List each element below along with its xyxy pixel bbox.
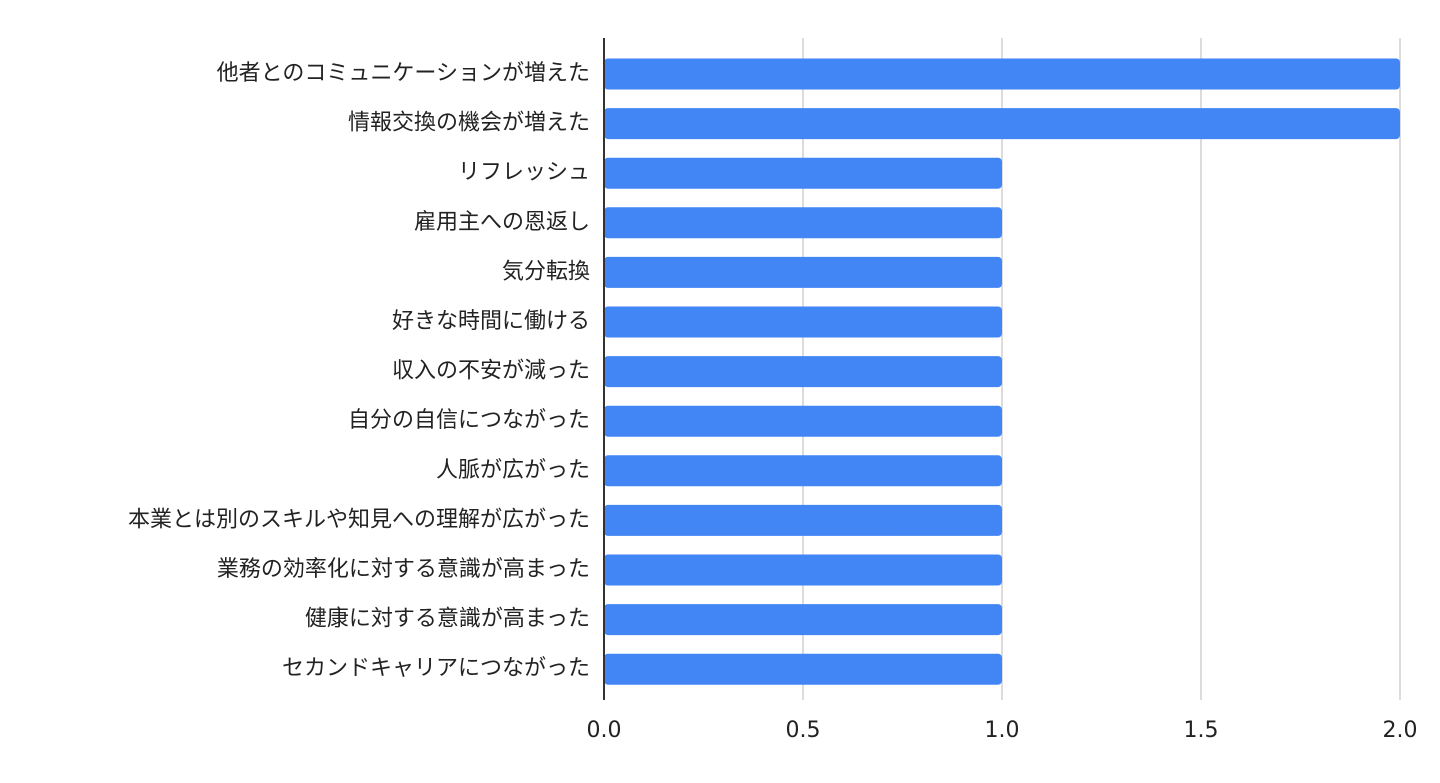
category-label: 人脈が広がった [436, 458, 590, 483]
bar [604, 207, 1002, 239]
bars [604, 58, 1400, 685]
bar [604, 356, 1002, 388]
category-label: 気分転換 [502, 259, 590, 284]
bar [604, 157, 1002, 189]
bar [604, 256, 1002, 288]
x-tick-label: 2.0 [1383, 718, 1418, 743]
category-label: 情報交換の機会が増えた [348, 111, 590, 136]
category-label: 業務の効率化に対する意識が高まった [217, 557, 590, 582]
category-label: 自分の自信につながった [348, 408, 590, 433]
x-tick-label: 0.0 [587, 718, 622, 743]
category-label: セカンドキャリアにつながった [282, 656, 590, 681]
bar [604, 108, 1400, 140]
x-tick-label: 1.5 [1184, 718, 1219, 743]
category-label: リフレッシュ [458, 160, 590, 185]
bar [604, 306, 1002, 338]
category-label: 収入の不安が減った [392, 359, 590, 384]
category-label: 本業とは別のスキルや知見への理解が広がった [128, 507, 590, 532]
category-label: 健康に対する意識が高まった [305, 607, 590, 632]
bar [604, 58, 1400, 90]
bar [604, 604, 1002, 636]
category-label: 他者とのコミュニケーションが増えた [217, 61, 590, 86]
bar [604, 455, 1002, 487]
bar [604, 405, 1002, 437]
bar [604, 554, 1002, 586]
x-tick-label: 0.5 [786, 718, 821, 743]
x-tick-label: 1.0 [985, 718, 1020, 743]
bar [604, 653, 1002, 685]
category-label: 好きな時間に働ける [392, 309, 590, 334]
category-labels: 他者とのコミュニケーションが増えた情報交換の機会が増えたリフレッシュ雇用主への恩… [128, 61, 590, 681]
category-label: 雇用主への恩返し [414, 210, 590, 235]
tick-labels: 0.0 0.5 1.0 1.5 2.0 [587, 718, 1418, 743]
bar [604, 504, 1002, 536]
